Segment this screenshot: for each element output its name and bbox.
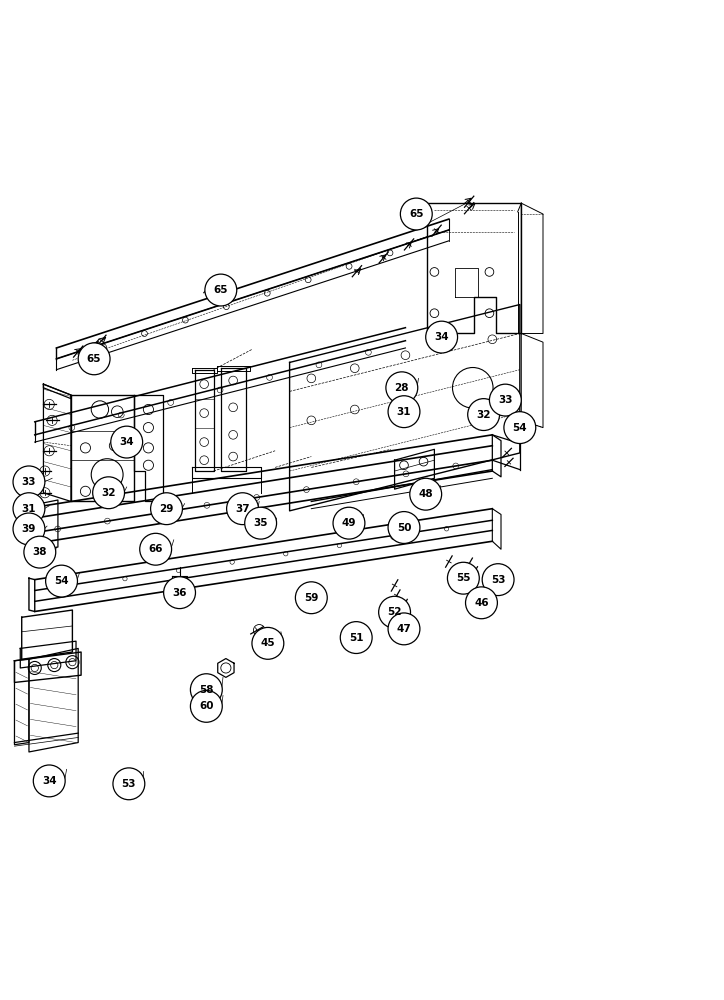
Text: 65: 65 [87, 354, 101, 364]
Text: 35: 35 [253, 518, 268, 528]
Text: 39: 39 [22, 524, 36, 534]
Text: 53: 53 [122, 779, 136, 789]
Circle shape [111, 426, 143, 458]
Circle shape [386, 372, 418, 404]
Circle shape [400, 198, 432, 230]
Circle shape [151, 493, 182, 525]
Circle shape [13, 466, 45, 498]
Circle shape [466, 587, 497, 619]
Circle shape [252, 627, 284, 659]
Text: 65: 65 [409, 209, 424, 219]
Text: 32: 32 [476, 410, 491, 420]
Circle shape [447, 562, 479, 594]
Text: 58: 58 [199, 685, 214, 695]
Text: 50: 50 [397, 523, 411, 533]
Text: 65: 65 [214, 285, 228, 295]
Circle shape [140, 533, 172, 565]
Circle shape [13, 493, 45, 525]
Circle shape [379, 596, 411, 628]
Circle shape [388, 512, 420, 543]
Circle shape [33, 765, 65, 797]
Circle shape [93, 477, 125, 509]
Circle shape [78, 343, 110, 375]
Text: 33: 33 [22, 477, 36, 487]
Text: 37: 37 [235, 504, 250, 514]
Circle shape [340, 622, 372, 653]
Circle shape [190, 674, 222, 706]
Text: 34: 34 [42, 776, 56, 786]
Text: 32: 32 [101, 488, 116, 498]
Text: 31: 31 [397, 407, 411, 417]
Circle shape [113, 768, 145, 800]
Circle shape [410, 478, 442, 510]
Circle shape [482, 564, 514, 596]
Circle shape [489, 384, 521, 416]
Circle shape [190, 690, 222, 722]
Circle shape [227, 493, 258, 525]
Circle shape [295, 582, 327, 614]
Circle shape [468, 399, 500, 430]
Circle shape [245, 507, 277, 539]
Text: 31: 31 [22, 504, 36, 514]
Circle shape [205, 274, 237, 306]
Text: 53: 53 [491, 575, 505, 585]
Circle shape [164, 577, 195, 609]
Text: 49: 49 [342, 518, 356, 528]
Text: 54: 54 [54, 576, 69, 586]
Text: 28: 28 [395, 383, 409, 393]
Circle shape [333, 507, 365, 539]
Circle shape [46, 565, 77, 597]
Circle shape [504, 412, 536, 444]
Circle shape [13, 513, 45, 545]
Text: 55: 55 [456, 573, 471, 583]
Text: 34: 34 [434, 332, 449, 342]
Text: 33: 33 [498, 395, 513, 405]
Text: 29: 29 [159, 504, 174, 514]
Text: 60: 60 [199, 701, 214, 711]
Text: 34: 34 [119, 437, 134, 447]
Text: 45: 45 [261, 638, 275, 648]
Text: 54: 54 [513, 423, 527, 433]
Text: 38: 38 [33, 547, 47, 557]
Text: 36: 36 [172, 588, 187, 598]
Circle shape [388, 396, 420, 428]
Circle shape [24, 536, 56, 568]
Circle shape [426, 321, 458, 353]
Text: 59: 59 [304, 593, 319, 603]
Text: 47: 47 [397, 624, 411, 634]
Text: 66: 66 [148, 544, 163, 554]
Text: 46: 46 [474, 598, 489, 608]
Text: 52: 52 [387, 607, 402, 617]
Text: 51: 51 [349, 633, 363, 643]
Circle shape [388, 613, 420, 645]
Text: 48: 48 [418, 489, 433, 499]
